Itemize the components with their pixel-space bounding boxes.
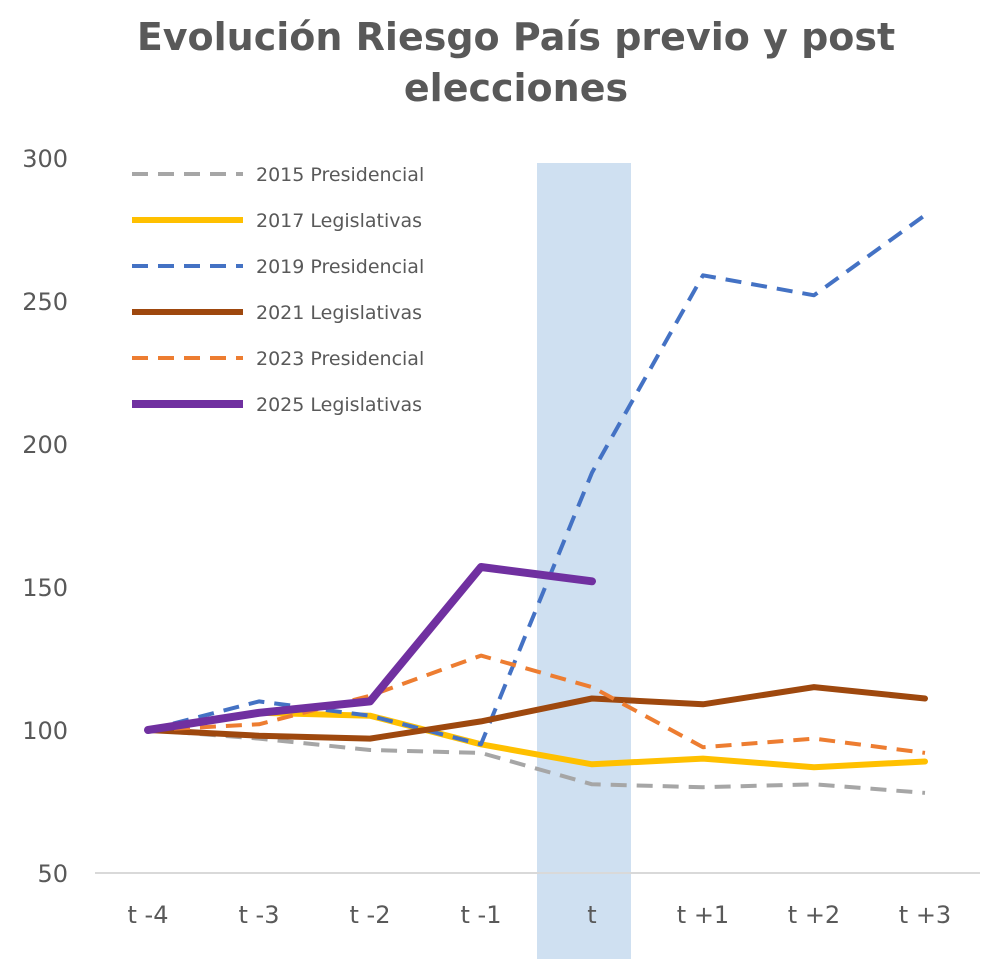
x-tick-label: t +1	[677, 901, 729, 929]
x-tick-label: t +3	[899, 901, 951, 929]
series-line-4	[145, 684, 928, 742]
series-layer	[144, 213, 928, 795]
x-tick-label: t -2	[350, 901, 391, 929]
series-line-5	[147, 653, 926, 755]
legend: 2015 Presidencial 2017 Legislativas 2019 P…	[132, 164, 424, 416]
legend-label-2: 2017 Legislativas	[256, 210, 422, 232]
axis-layer: 50 100 150 200 250 300 t -4 t -3 t -2 t -1 t t +1 t …	[22, 145, 980, 929]
y-tick-label: 50	[37, 860, 68, 888]
y-tick-label: 300	[22, 145, 68, 173]
y-tick-label: 150	[22, 574, 68, 602]
legend-label-4: 2021 Legislativas	[256, 302, 422, 324]
x-tick-label: t -3	[239, 901, 280, 929]
highlight-band	[537, 163, 631, 959]
x-tick-label: t	[587, 901, 596, 929]
x-tick-label: t -1	[461, 901, 502, 929]
y-tick-label: 200	[22, 431, 68, 459]
chart-title-line-2: elecciones	[404, 66, 628, 110]
series-line-1	[147, 728, 926, 795]
legend-label-3: 2019 Presidencial	[256, 256, 424, 278]
y-tick-label: 100	[22, 717, 68, 745]
highlight-band-layer	[537, 163, 631, 959]
x-tick-label: t +2	[788, 901, 840, 929]
series-line-6	[144, 563, 596, 734]
legend-label-5: 2023 Presidencial	[256, 348, 424, 370]
chart-title-line-1: Evolución Riesgo País previo y post	[137, 15, 895, 59]
y-tick-label: 250	[22, 288, 68, 316]
legend-label-1: 2015 Presidencial	[256, 164, 424, 186]
x-tick-label: t -4	[128, 901, 169, 929]
legend-label-6: 2025 Legislativas	[256, 394, 422, 416]
series-line-3	[147, 213, 927, 747]
